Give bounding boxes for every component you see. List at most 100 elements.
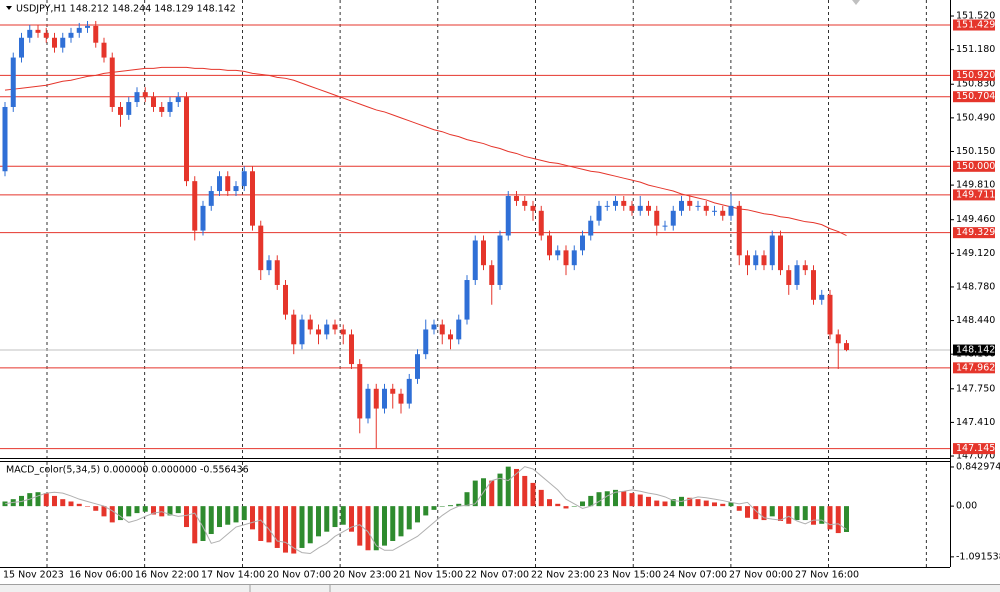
x-tick-label: 15 Nov 2023 [3,570,64,581]
macd-bar [175,506,181,514]
candle-body [316,329,321,335]
candle-body [844,343,849,351]
macd-bar [489,480,495,507]
candle-body [118,106,123,115]
candle-body [621,200,627,206]
candle-body [670,210,676,226]
macd-bar [373,506,379,551]
macd-bar [291,506,297,554]
candle-body [481,240,486,266]
macd-bar [340,506,346,525]
macd-bar [472,480,478,507]
candle-body [604,205,610,207]
candle-body [192,181,198,231]
macd-bar [192,506,198,544]
menu-arrow[interactable] [6,6,12,10]
x-tick-label: 20 Nov 07:00 [267,570,331,581]
macd-bar [109,506,115,523]
scroll-marker[interactable] [852,0,860,5]
macd-bar [844,506,849,532]
macd-bar [456,503,462,507]
candle-body [530,205,536,211]
macd-bar [769,506,775,517]
level-label: 150.920 [956,70,995,81]
macd-bar [431,506,437,510]
macd-bar [233,506,239,523]
macd-bar [802,506,808,521]
candle-body [736,205,742,256]
candle-body [415,354,420,379]
x-tick-label: 17 Nov 14:00 [201,570,265,581]
macd-bar [720,503,726,507]
candle-body [514,195,519,201]
macd-bar [415,506,420,523]
macd-bar [283,506,288,553]
y-tick-label: 150.490 [956,112,995,123]
candle-body [745,255,750,266]
candle-body [423,329,429,355]
macd-bar [76,503,82,507]
level-label-box [953,91,995,103]
macd-bar [142,506,148,512]
macd-bar [357,506,363,546]
level-label-box [953,69,995,81]
moving-average [4,66,847,236]
candle-body [547,235,552,256]
candle-body [390,388,396,394]
macd-bar [307,506,313,544]
macd-bar [654,500,660,507]
macd-bar [835,506,841,534]
tab-bar [0,584,1000,592]
x-tick-label: 27 Nov 16:00 [795,570,859,581]
candle-body [184,97,189,182]
macd-bar [778,506,783,522]
macd-bar [588,495,594,507]
macd-bar [423,506,429,516]
macd-bar [637,494,643,507]
macd-bar [365,506,371,551]
macd-bar [761,506,767,521]
candle-body [365,388,371,419]
candle-body [142,92,148,98]
macd-bar [316,506,321,537]
candle-body [258,225,264,271]
candle-body [629,205,635,211]
macd-bar [538,489,544,507]
candle-body [52,37,57,48]
candle-body [93,25,99,43]
macd-bar [349,506,354,532]
macd-bar [439,506,445,507]
macd-bar [604,491,610,507]
candle-body [654,210,660,226]
candle-body [159,106,165,112]
candle-body [101,42,107,58]
macd-bar [530,482,536,507]
macd-bar [629,493,635,507]
candle-body [695,205,701,207]
y-tick-label: 147.070 [956,451,995,462]
candle-body [456,319,462,340]
y-tick-label: 149.460 [956,214,995,225]
macd-bar [621,491,627,507]
macd-bar [736,506,742,511]
candle-body [703,205,709,211]
candle-body [786,270,792,285]
macd-bar [208,506,214,535]
candle-body [753,255,759,266]
candle-body [2,106,8,172]
candle-body [68,32,74,38]
candle-body [19,37,24,58]
level-label-box [953,362,995,374]
chart-header: USDJPY,H1 148.212 148.244 148.129 148.14… [16,4,236,15]
candle-body [613,200,618,206]
macd-bar [60,499,66,507]
macd-bar [646,496,651,507]
level-label: 149.329 [956,227,995,238]
candle-body [85,25,90,28]
candle-body [538,210,544,236]
x-tick-label: 22 Nov 23:00 [531,570,595,581]
candle-body [151,97,156,107]
macd-bar [497,473,503,507]
macd-bar [596,492,602,507]
